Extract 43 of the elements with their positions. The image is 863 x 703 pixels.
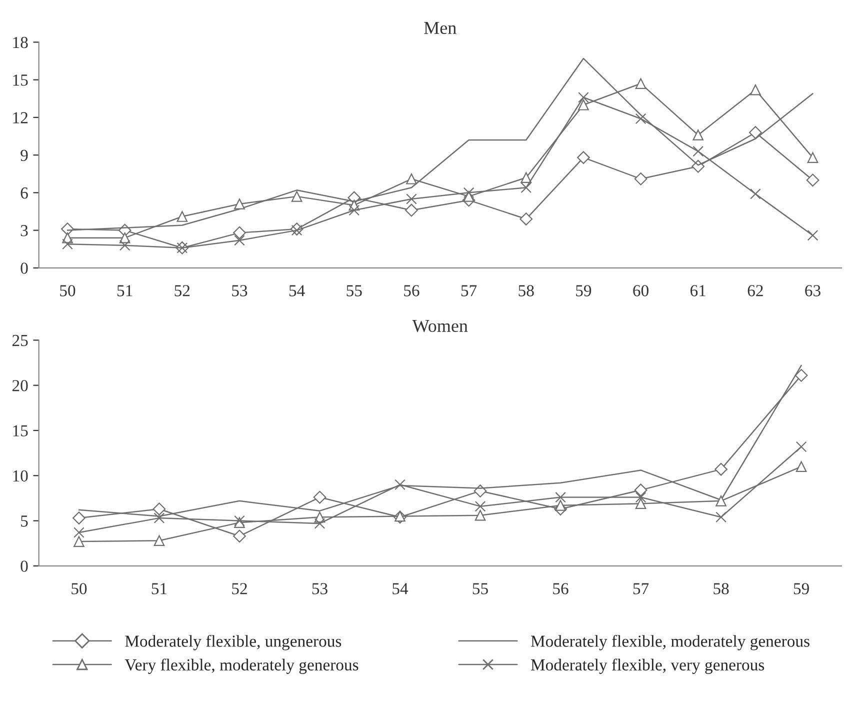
- x-tick-label: 57: [633, 583, 649, 594]
- x-tick-label: 52: [174, 285, 190, 296]
- x-tick-label: 50: [72, 583, 87, 594]
- y-tick-label: 3: [20, 225, 28, 236]
- x-tick-label: 62: [748, 285, 763, 296]
- x-tick-label: 53: [312, 583, 328, 594]
- y-tick-label: 0: [20, 560, 28, 572]
- chart-title: Women: [412, 320, 468, 332]
- y-tick-label: 12: [13, 112, 28, 124]
- x-tick-label: 60: [633, 285, 648, 296]
- y-tick-label: 20: [12, 380, 28, 392]
- x-tick-label: 54: [289, 285, 305, 296]
- legend-label: Moderately flexible, ungenerous: [125, 634, 342, 650]
- legend-label: Very flexible, moderately generous: [124, 658, 358, 674]
- x-tick-label: 54: [392, 583, 408, 594]
- x-tick-label: 56: [553, 583, 568, 594]
- x-tick-label: 55: [346, 285, 362, 296]
- x-tick-label: 59: [576, 285, 592, 296]
- y-tick-label: 15: [13, 74, 28, 86]
- y-tick-label: 18: [13, 36, 28, 48]
- y-tick-label: 5: [21, 516, 28, 527]
- x-tick-label: 53: [232, 285, 248, 296]
- x-tick-label: 59: [794, 583, 809, 594]
- x-tick-label: 57: [461, 285, 477, 296]
- chart-title: Men: [424, 22, 456, 34]
- x-tick-label: 63: [805, 285, 820, 296]
- legend-label: Moderately flexible, moderately generous: [530, 634, 810, 650]
- x-tick-label: 55: [472, 583, 488, 594]
- x-tick-label: 56: [404, 285, 420, 296]
- x-tick-label: 51: [117, 285, 132, 296]
- x-tick-label: 51: [152, 583, 167, 594]
- y-tick-label: 10: [13, 470, 28, 482]
- x-tick-label: 50: [60, 285, 76, 296]
- x-tick-label: 52: [232, 583, 247, 594]
- y-tick-label: 15: [13, 425, 28, 436]
- y-tick-label: 6: [20, 187, 28, 199]
- x-tick-label: 58: [714, 583, 729, 594]
- y-tick-label: 9: [20, 150, 28, 161]
- y-tick-label: 0: [20, 262, 28, 274]
- y-tick-label: 25: [12, 334, 28, 346]
- x-tick-label: 58: [518, 285, 534, 296]
- legend-label: Moderately flexible, very generous: [530, 658, 764, 674]
- x-tick-label: 61: [690, 285, 706, 296]
